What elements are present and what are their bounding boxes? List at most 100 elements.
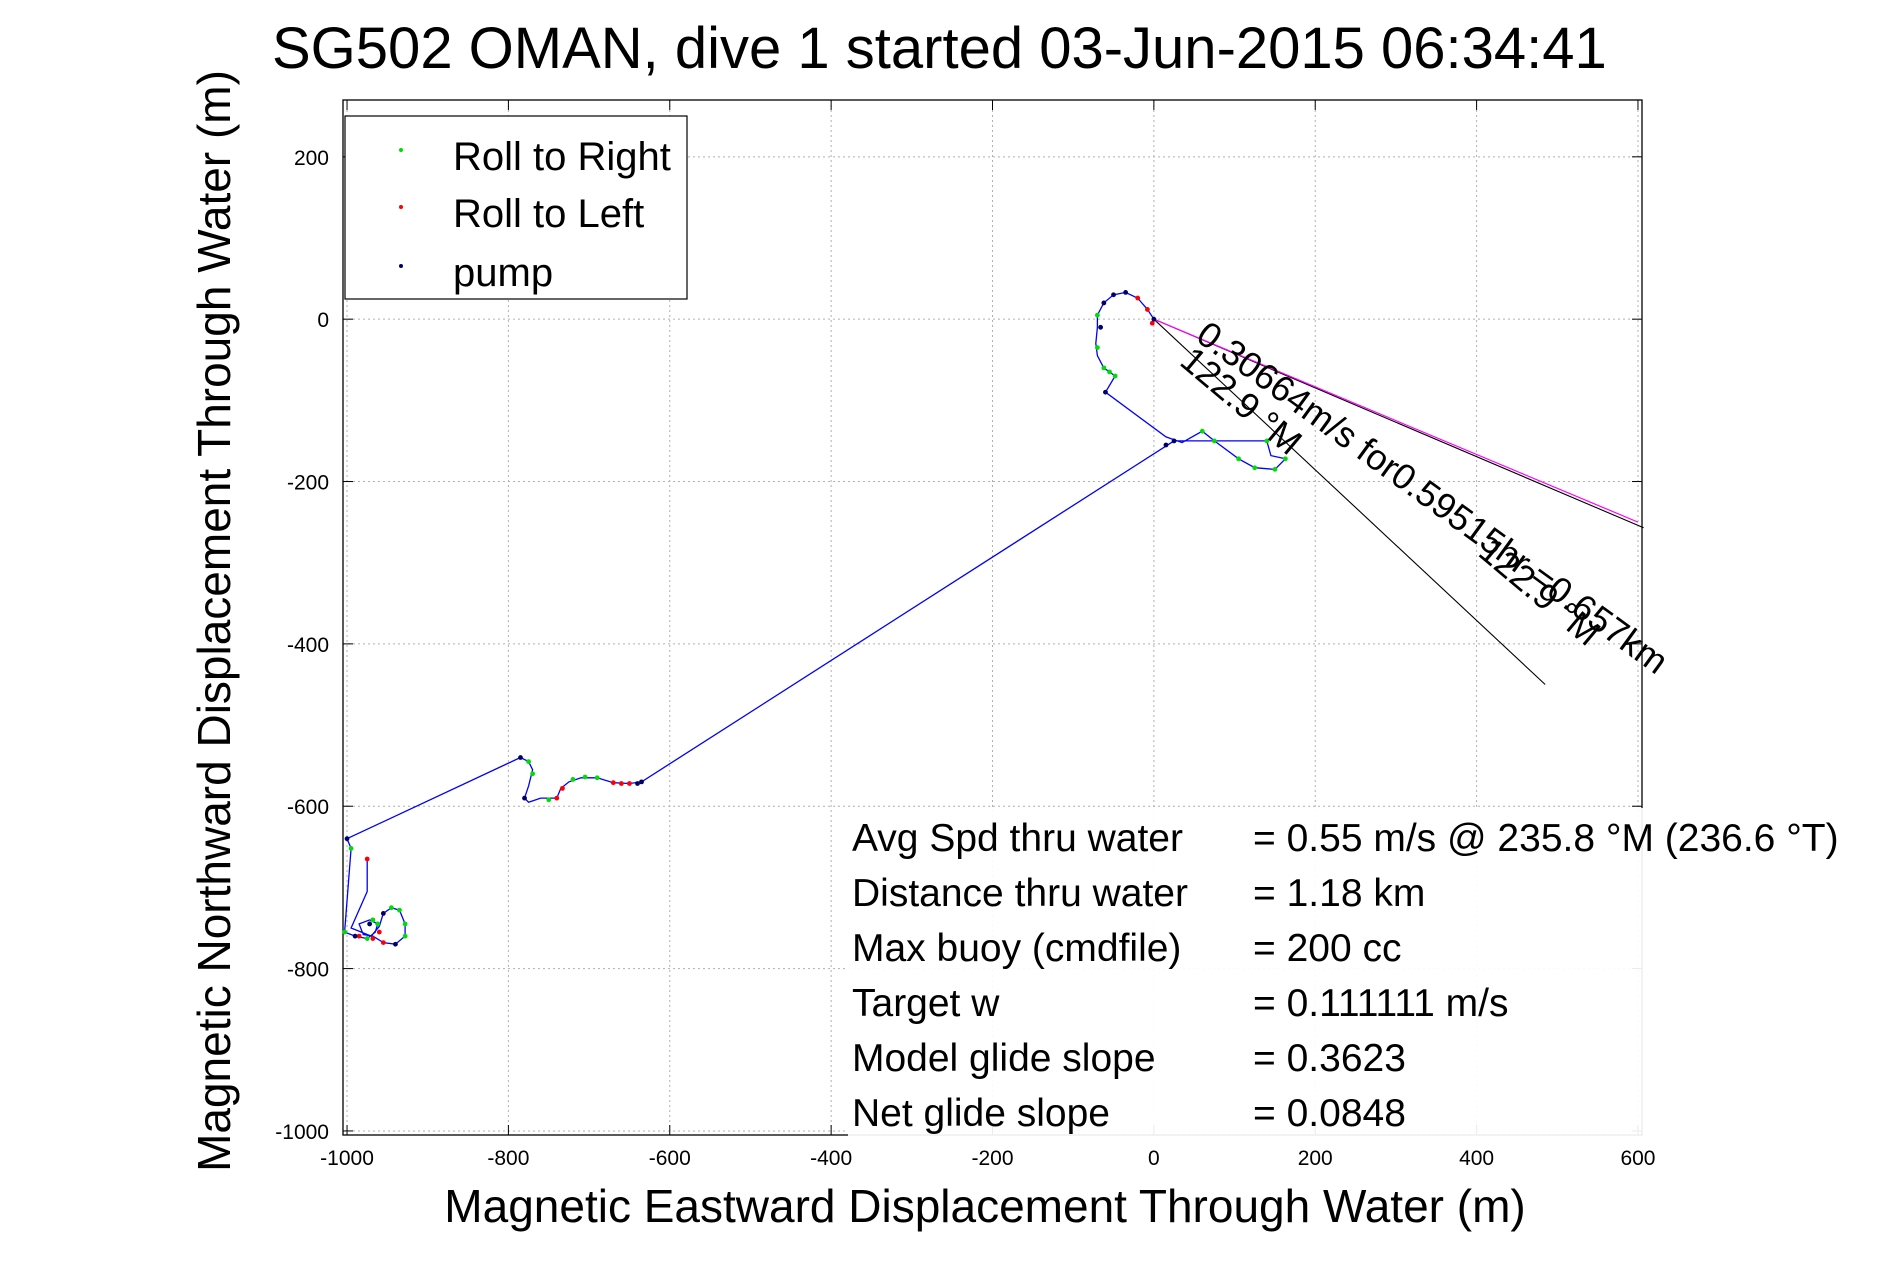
roll-left-point (1145, 307, 1150, 312)
x-tick-label: -800 (487, 1147, 529, 1170)
roll-right-point (594, 775, 600, 781)
roll-right-point (1101, 365, 1107, 371)
info-value-avg-speed: = 0.55 m/s @ 235.8 °M (236.6 °T) (1253, 817, 1839, 860)
roll-right-point (375, 921, 381, 927)
roll-right-point (389, 905, 394, 911)
roll-right-point (342, 929, 348, 935)
pump-point (635, 781, 640, 786)
roll-right-point (1272, 466, 1278, 472)
x-tick-label: 400 (1459, 1147, 1494, 1170)
roll-left-point (380, 940, 386, 946)
legend-label-pump: pump (453, 251, 553, 295)
roll-right-point (1211, 438, 1217, 444)
roll-right-point (1282, 456, 1288, 462)
roll-left-point (1149, 320, 1155, 326)
pump-point (1103, 389, 1108, 395)
roll-right-point (348, 846, 354, 851)
legend-marker-pump (399, 264, 403, 268)
roll-right-point (526, 759, 531, 764)
roll-right-point (546, 797, 552, 803)
roll-right-point (1094, 345, 1100, 350)
pump-point (1123, 289, 1129, 295)
info-background (848, 808, 1891, 1138)
roll-right-point (1236, 456, 1241, 462)
roll-right-point (1094, 312, 1100, 318)
y-tick-label: -400 (287, 634, 329, 657)
roll-right-point (1264, 438, 1270, 444)
legend-label-roll-left: Roll to Left (453, 192, 644, 236)
roll-right-point (402, 921, 408, 927)
x-tick-label: -200 (971, 1147, 1013, 1170)
pump-point (1111, 292, 1116, 298)
y-tick-label: 200 (294, 147, 329, 170)
roll-right-point (1107, 369, 1112, 375)
legend-label-roll-right: Roll to Right (453, 135, 671, 179)
x-tick-label: 200 (1298, 1147, 1333, 1170)
info-value-target-w: = 0.111111 m/s (1253, 982, 1508, 1025)
legend: Roll to Right Roll to Left pump (344, 115, 688, 300)
pump-point (1098, 324, 1104, 330)
track-layer (343, 291, 1287, 945)
roll-right-point (397, 907, 402, 913)
info-label-avg-speed: Avg Spd thru water (852, 817, 1183, 860)
net-displacement-line (1153, 318, 1639, 523)
info-block: Avg Spd thru water = 0.55 m/s @ 235.8 °M… (848, 808, 1891, 1138)
roll-left-point (1135, 295, 1141, 301)
roll-right-point (530, 771, 536, 777)
x-tick-label: -400 (810, 1147, 852, 1170)
roll-left-point (618, 781, 624, 786)
roll-right-point (364, 936, 370, 941)
pump-point (344, 836, 350, 842)
pump-point (352, 933, 358, 939)
roll-left-point (610, 780, 616, 786)
info-label-distance: Distance thru water (852, 872, 1188, 915)
legend-marker-roll-right (399, 148, 403, 152)
x-tick-label: 0 (1148, 1147, 1160, 1170)
roll-right-point (370, 917, 376, 923)
pump-point (1171, 438, 1177, 444)
pump-point (522, 795, 527, 801)
roll-left-point (554, 795, 560, 801)
info-value-model-glide: = 0.3623 (1253, 1037, 1406, 1080)
roll-right-point (1199, 428, 1205, 434)
pump-point (367, 921, 373, 927)
heading-lines (1153, 318, 1644, 685)
pump-point (1163, 442, 1169, 448)
axis-ticks: -1000 -800 -600 -400 -200 0 200 400 600 -1000 -800… (275, 100, 1655, 1170)
roll-left-point (356, 933, 362, 939)
roll-left-point (627, 781, 632, 786)
y-tick-label: -200 (287, 472, 329, 495)
roll-right-point (582, 774, 588, 780)
marker-layer (342, 289, 1288, 947)
pump-point (1151, 316, 1157, 322)
pump-point (393, 941, 398, 947)
heading-line (1153, 318, 1546, 685)
roll-right-point (402, 933, 408, 939)
roll-right-point (1252, 465, 1258, 471)
info-label-target-w: Target w (852, 982, 1000, 1025)
x-tick-label: -600 (649, 1147, 691, 1170)
x-axis-label: Magnetic Eastward Displacement Through W… (444, 1180, 1525, 1232)
info-label-max-buoy: Max buoy (cmdfile) (852, 927, 1181, 970)
chart-title: SG502 OMAN, dive 1 started 03-Jun-2015 0… (272, 16, 1607, 81)
info-value-net-glide: = 0.0848 (1253, 1092, 1406, 1135)
pump-point (380, 910, 386, 916)
pump-point (1101, 300, 1107, 306)
roll-right-point (570, 777, 576, 782)
y-axis-label: Magnetic Northward Displacement Through … (188, 70, 240, 1172)
info-label-net-glide: Net glide slope (852, 1092, 1110, 1135)
pump-point (518, 755, 523, 760)
legend-marker-roll-left (399, 205, 403, 209)
info-label-model-glide: Model glide slope (852, 1037, 1156, 1080)
x-tick-label: 600 (1620, 1147, 1655, 1170)
track-line (343, 291, 1287, 945)
y-tick-label: -600 (287, 796, 329, 819)
y-tick-label: 0 (317, 309, 329, 332)
roll-right-point (1112, 373, 1118, 379)
y-tick-label: -1000 (275, 1121, 329, 1144)
x-tick-label: -1000 (320, 1147, 374, 1170)
roll-left-point (376, 929, 382, 935)
